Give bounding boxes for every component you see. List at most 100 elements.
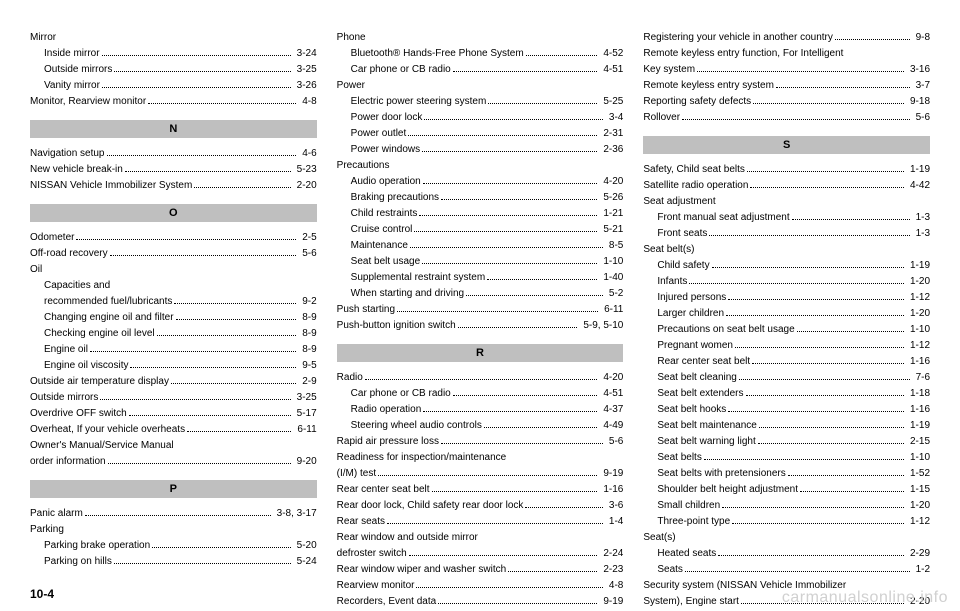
section-heading: N [30,120,317,138]
index-entry-label: Audio operation [351,174,421,190]
index-entry-page: 4-51 [599,386,623,402]
index-entry: Supplemental restraint system1-40 [337,270,624,286]
index-entry: Rear center seat belt1-16 [337,482,624,498]
index-entry: Reporting safety defects9-18 [643,94,930,110]
leader-dots [157,335,297,336]
section-heading: S [643,136,930,154]
leader-dots [102,55,291,56]
index-group-label: Seat adjustment [643,194,930,210]
leader-dots [792,219,910,220]
index-entry-page: 1-3 [912,226,930,242]
index-group-label: Remote keyless entry function, For Intel… [643,46,930,62]
leader-dots [776,87,910,88]
index-entry-label: System), Engine start [643,594,739,610]
index-entry: Child restraints1-21 [337,206,624,222]
index-entry-page: 2-9 [298,374,316,390]
index-entry-label: Rear door lock, Child safety rear door l… [337,498,524,514]
section-heading: P [30,480,317,498]
index-entry: Child safety1-19 [643,258,930,274]
index-entry-page: 3-24 [293,46,317,62]
index-entry: Radio4-20 [337,370,624,386]
index-entry-page: 1-20 [906,274,930,290]
index-entry-label: Odometer [30,230,74,246]
leader-dots [526,55,598,56]
index-entry: Precautions on seat belt usage1-10 [643,322,930,338]
leader-dots [438,603,597,604]
index-entry: (I/M) test9-19 [337,466,624,482]
leader-dots [408,135,597,136]
index-entry-page: 9-19 [599,594,623,610]
index-entry-page: 1-3 [912,210,930,226]
index-group-label: Readiness for inspection/maintenance [337,450,624,466]
leader-dots [685,571,910,572]
leader-dots [788,475,904,476]
index-entry: Front manual seat adjustment 1-3 [643,210,930,226]
index-entry-page: 3-4 [605,110,623,126]
index-entry-label: Panic alarm [30,506,83,522]
index-entry-page: 1-12 [906,338,930,354]
index-entry-label: Front seats [657,226,707,242]
leader-dots [508,571,597,572]
index-entry: Key system3-16 [643,62,930,78]
index-entry-page: 5-6 [298,246,316,262]
index-entry-label: Vanity mirror [44,78,100,94]
index-entry-page: 8-9 [298,310,316,326]
index-entry-page: 9-20 [293,454,317,470]
index-entry-page: 4-8 [298,94,316,110]
leader-dots [152,547,290,548]
index-entry-page: 4-42 [906,178,930,194]
leader-dots [100,399,290,400]
index-entry: NISSAN Vehicle Immobilizer System2-20 [30,178,317,194]
index-entry: Seat belt cleaning7-6 [643,370,930,386]
index-entry: Remote keyless entry system3-7 [643,78,930,94]
leader-dots [174,303,296,304]
index-entry-label: Rear center seat belt [657,354,750,370]
leader-dots [171,383,296,384]
leader-dots [419,215,597,216]
index-entry-label: Seats [657,562,683,578]
index-entry: Overheat, If your vehicle overheats6-11 [30,422,317,438]
index-entry: Engine oil8-9 [30,342,317,358]
leader-dots [752,363,904,364]
section-heading: R [337,344,624,362]
index-entry: Navigation setup4-6 [30,146,317,162]
index-entry-page: 3-25 [293,390,317,406]
index-entry: Monitor, Rearview monitor 4-8 [30,94,317,110]
index-entry-label: order information [30,454,106,470]
index-entry-label: Satellite radio operation [643,178,748,194]
index-entry-page: 1-15 [906,482,930,498]
index-entry-label: Rear center seat belt [337,482,430,498]
index-entry-label: Monitor, Rearview monitor [30,94,146,110]
index-entry: recommended fuel/lubricants9-2 [30,294,317,310]
index-entry-page: 6-11 [293,422,316,438]
leader-dots [414,231,597,232]
leader-dots [410,247,603,248]
index-entry-page: 5-26 [599,190,623,206]
index-entry-label: Off-road recovery [30,246,108,262]
index-entry-label: Front manual seat adjustment [657,210,789,226]
index-entry-page: 2-36 [599,142,623,158]
index-entry: Steering wheel audio controls4-49 [337,418,624,434]
index-entry: Safety, Child seat belts1-19 [643,162,930,178]
leader-dots [176,319,297,320]
leader-dots [712,267,904,268]
leader-dots [835,39,910,40]
leader-dots [466,295,603,296]
index-entry-label: Safety, Child seat belts [643,162,745,178]
index-entry-page: 1-20 [906,306,930,322]
index-entry-page: 2-23 [599,562,623,578]
leader-dots [488,103,597,104]
index-entry-label: Rear window wiper and washer switch [337,562,507,578]
index-entry: Power door lock3-4 [337,110,624,126]
index-entry: Push-button ignition switch5-9, 5-10 [337,318,624,334]
index-entry-page: 5-21 [599,222,623,238]
index-entry: Bluetooth® Hands-Free Phone System4-52 [337,46,624,62]
index-entry-label: Remote keyless entry system [643,78,774,94]
index-entry: Braking precautions5-26 [337,190,624,206]
index-entry-label: Radio [337,370,363,386]
leader-dots [114,71,290,72]
index-entry-label: Registering your vehicle in another coun… [643,30,833,46]
index-entry-label: Inside mirror [44,46,100,62]
leader-dots [76,239,296,240]
index-entry-page: 8-9 [298,326,316,342]
